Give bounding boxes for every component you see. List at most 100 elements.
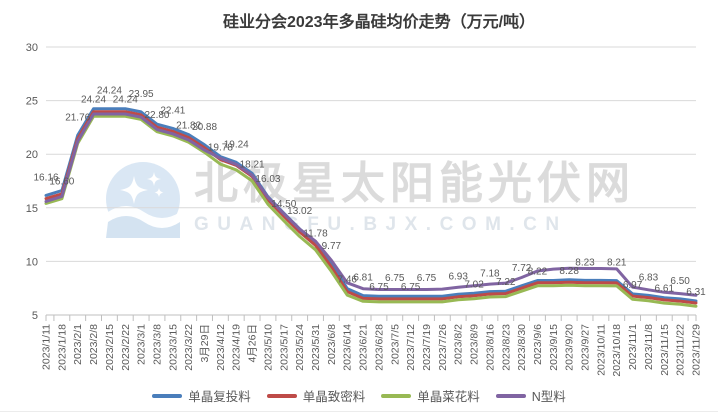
data-label: 8.22 — [528, 266, 548, 277]
x-axis-tick-label: 2023/9/15 — [548, 324, 560, 371]
data-label: 7.22 — [496, 277, 516, 288]
x-axis-tick-label: 2023/3/8 — [151, 324, 163, 365]
data-label: 19.24 — [224, 139, 249, 150]
data-label: 6.81 — [353, 273, 373, 284]
data-label: 14.50 — [271, 199, 296, 210]
x-axis-tick-label: 2023/2/15 — [104, 324, 116, 371]
x-axis-tick-label: 2023/6/14 — [342, 324, 354, 371]
x-axis-tick-label: 2023/9/6 — [532, 324, 544, 365]
x-axis-tick-label: 2023/5/10 — [262, 324, 274, 371]
data-label: 16.16 — [33, 172, 58, 183]
x-axis-tick-label: 2023/1/18 — [56, 324, 68, 371]
x-axis-tick-label: 2023/1/11 — [41, 324, 53, 370]
data-label: 7.18 — [480, 269, 500, 280]
x-axis-tick-label: 2023/11/29 — [691, 324, 703, 376]
x-axis-tick-label: 2023/8/9 — [469, 324, 481, 365]
y-axis-tick-label: 15 — [26, 203, 38, 215]
series-line-单晶复投料 — [44, 107, 698, 303]
legend-item-mono-cauliflower: 单晶菜花料 — [381, 386, 480, 405]
legend-item-mono-dense: 单晶致密料 — [266, 386, 365, 405]
x-axis-tick-label: 2023/2/8 — [88, 324, 100, 365]
legend-line-swatch — [266, 393, 297, 398]
x-axis-tick-label: 2023/8/16 — [484, 324, 496, 371]
data-label: 6.75 — [369, 282, 389, 293]
data-label: 19.78 — [208, 143, 233, 154]
data-label: 6.97 — [623, 280, 643, 291]
data-label: 9.77 — [322, 241, 342, 252]
legend-item-n-type: N型料 — [495, 386, 566, 405]
y-axis-tick-label: 30 — [26, 42, 38, 54]
chart-title: 硅业分会2023年多晶硅均价走势（万元/吨） — [222, 14, 536, 31]
data-label: 16.03 — [255, 174, 280, 185]
data-label: 21.76 — [65, 112, 90, 123]
data-label: 6.93 — [448, 271, 468, 282]
x-axis-tick-label: 2023/5/24 — [294, 324, 306, 371]
x-axis-tick-label: 2023/11/15 — [659, 324, 671, 376]
data-label: 6.83 — [639, 272, 659, 283]
chart-legend: 单晶复投料 单晶致密料 单晶菜花料 N型料 — [0, 386, 718, 405]
data-label: 8.23 — [575, 257, 595, 268]
data-label: 7.46 — [337, 275, 357, 286]
x-axis-tick-label: 2023/3/22 — [183, 324, 195, 371]
x-axis-tick-label: 2023/5/31 — [310, 324, 322, 371]
x-axis-tick-label: 2023/6/8 — [326, 324, 338, 365]
series-line-单晶菜花料 — [44, 114, 698, 308]
x-axis-tick-label: 2023/6/21 — [358, 324, 370, 371]
data-label: 21.82 — [176, 121, 201, 132]
series-line-单晶致密料 — [44, 110, 698, 305]
x-axis-tick-label: 2023/3/1 — [136, 324, 148, 365]
data-label: 7.02 — [464, 279, 484, 290]
x-axis-tick-label: 2023/7/26 — [437, 324, 449, 371]
legend-line-swatch — [152, 393, 183, 398]
legend-item-mono-recharge: 单晶复投料 — [152, 386, 251, 405]
x-axis-tick-label: 2023/11/22 — [675, 324, 687, 376]
x-axis-tick-label: 2023/2/1 — [72, 324, 84, 365]
data-label: 6.75 — [417, 273, 437, 284]
x-axis-tick-label: 3月29日 — [199, 324, 211, 363]
data-label: 6.61 — [655, 284, 675, 295]
x-axis-tick-label: 2023/8/2 — [453, 324, 465, 365]
x-axis-tick-label: 2023/5/17 — [278, 324, 290, 371]
legend-line-swatch — [381, 393, 412, 398]
data-label: 13.02 — [287, 206, 312, 217]
x-axis-tick-label: 2023/7/19 — [421, 324, 433, 371]
data-label: 23.95 — [129, 89, 154, 100]
data-label: 16.60 — [49, 177, 74, 188]
series-line-N型料 — [44, 112, 698, 297]
x-axis-tick-label: 2023/8/23 — [500, 324, 512, 371]
data-label: 7.72 — [512, 263, 532, 274]
x-axis-tick-label: 2023/8/30 — [516, 324, 528, 371]
data-label: 6.75 — [385, 273, 405, 284]
x-axis-tick-label: 2023/11/8 — [643, 324, 655, 370]
data-label: 22.41 — [160, 105, 185, 116]
y-axis-tick-label: 10 — [26, 256, 38, 268]
x-axis-tick-label: 2023/6/28 — [373, 324, 385, 371]
y-axis-tick-label: 5 — [32, 310, 38, 322]
x-axis-tick-label: 2023/7/12 — [405, 324, 417, 371]
x-axis-tick-label: 2023/9/20 — [564, 324, 576, 371]
x-axis-tick-label: 2023/3/15 — [167, 324, 179, 371]
data-label: 20.88 — [192, 122, 217, 133]
x-axis-tick-label: 2023/10/18 — [611, 324, 623, 377]
data-label: 24.24 — [81, 95, 106, 106]
x-axis-tick-label: 2023/4/12 — [215, 324, 227, 371]
legend-line-swatch — [495, 393, 526, 398]
x-axis-tick-label: 2023/4/19 — [231, 324, 243, 371]
data-label: 8.28 — [559, 266, 579, 277]
x-axis-tick-label: 2023/10/11 — [595, 324, 607, 376]
data-label: 6.31 — [686, 287, 706, 298]
x-axis-tick-label: 2023/7/5 — [389, 324, 401, 365]
data-label: 18.21 — [240, 159, 265, 170]
data-label: 11.78 — [303, 228, 328, 239]
data-label: 8.21 — [607, 258, 627, 269]
data-label: 22.80 — [144, 110, 169, 121]
x-axis-tick-label: 2023/2/22 — [120, 324, 132, 371]
x-axis-tick-label: 2023/11/1 — [627, 324, 639, 370]
y-axis-tick-label: 20 — [26, 149, 38, 161]
y-axis-tick-label: 25 — [26, 96, 38, 108]
data-label: 24.24 — [113, 95, 138, 106]
x-axis-tick-label: 2023/9/27 — [580, 324, 592, 371]
x-axis-tick-label: 4月26日 — [247, 324, 259, 363]
data-label: 24.24 — [97, 86, 122, 97]
